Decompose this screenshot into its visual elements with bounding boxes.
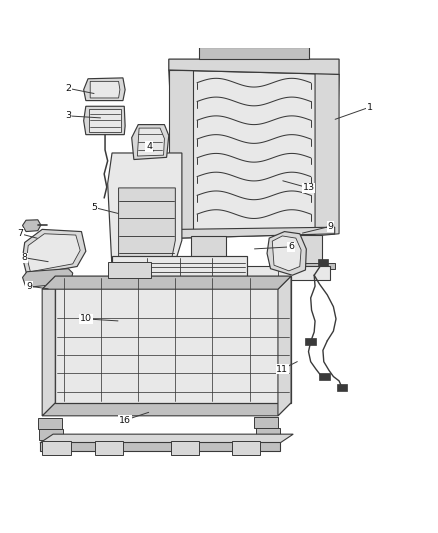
Polygon shape (42, 441, 71, 455)
Text: 9: 9 (26, 281, 32, 290)
Polygon shape (42, 403, 291, 416)
Text: 4: 4 (146, 142, 152, 151)
Polygon shape (90, 82, 120, 98)
Polygon shape (27, 234, 80, 272)
Text: 9: 9 (327, 222, 333, 231)
Polygon shape (132, 125, 169, 159)
Polygon shape (138, 128, 164, 156)
Polygon shape (40, 442, 280, 451)
Polygon shape (22, 269, 73, 287)
Text: 2: 2 (65, 84, 71, 93)
Text: 3: 3 (65, 111, 71, 120)
Text: 8: 8 (22, 253, 28, 262)
Polygon shape (191, 236, 226, 266)
Circle shape (102, 84, 108, 91)
Polygon shape (269, 263, 335, 269)
Polygon shape (84, 78, 125, 101)
Polygon shape (177, 265, 330, 280)
Polygon shape (55, 276, 291, 403)
Polygon shape (199, 47, 308, 59)
Polygon shape (38, 418, 62, 429)
Polygon shape (272, 236, 301, 271)
Circle shape (102, 91, 108, 96)
Polygon shape (315, 72, 339, 236)
Polygon shape (40, 434, 293, 443)
Polygon shape (267, 231, 306, 275)
Polygon shape (39, 429, 63, 440)
Polygon shape (278, 276, 291, 416)
Polygon shape (108, 153, 182, 269)
Circle shape (242, 444, 251, 453)
Polygon shape (169, 70, 193, 234)
Polygon shape (254, 417, 278, 428)
Circle shape (180, 444, 189, 453)
Text: 1: 1 (367, 103, 373, 111)
Polygon shape (89, 109, 121, 132)
Polygon shape (42, 276, 55, 416)
Circle shape (104, 444, 113, 453)
Polygon shape (177, 265, 239, 271)
Polygon shape (169, 70, 339, 238)
Polygon shape (22, 220, 41, 231)
Polygon shape (42, 276, 291, 289)
Bar (319, 373, 330, 380)
Polygon shape (108, 262, 151, 278)
Polygon shape (84, 106, 125, 135)
Polygon shape (171, 441, 199, 455)
Polygon shape (95, 441, 123, 455)
Polygon shape (169, 59, 339, 75)
Text: 16: 16 (119, 416, 131, 425)
Bar (318, 259, 328, 265)
Text: 6: 6 (288, 243, 294, 252)
Bar (305, 338, 316, 345)
Text: 10: 10 (80, 314, 92, 324)
Text: 11: 11 (276, 365, 288, 374)
Circle shape (52, 444, 60, 453)
Polygon shape (119, 188, 175, 262)
Polygon shape (232, 441, 261, 455)
Text: 7: 7 (18, 229, 23, 238)
Polygon shape (256, 427, 280, 439)
Polygon shape (112, 256, 247, 288)
Polygon shape (177, 227, 335, 238)
Text: 13: 13 (303, 183, 314, 192)
Bar (337, 384, 347, 391)
Polygon shape (22, 229, 86, 275)
Text: 5: 5 (92, 203, 98, 212)
Polygon shape (283, 235, 321, 264)
